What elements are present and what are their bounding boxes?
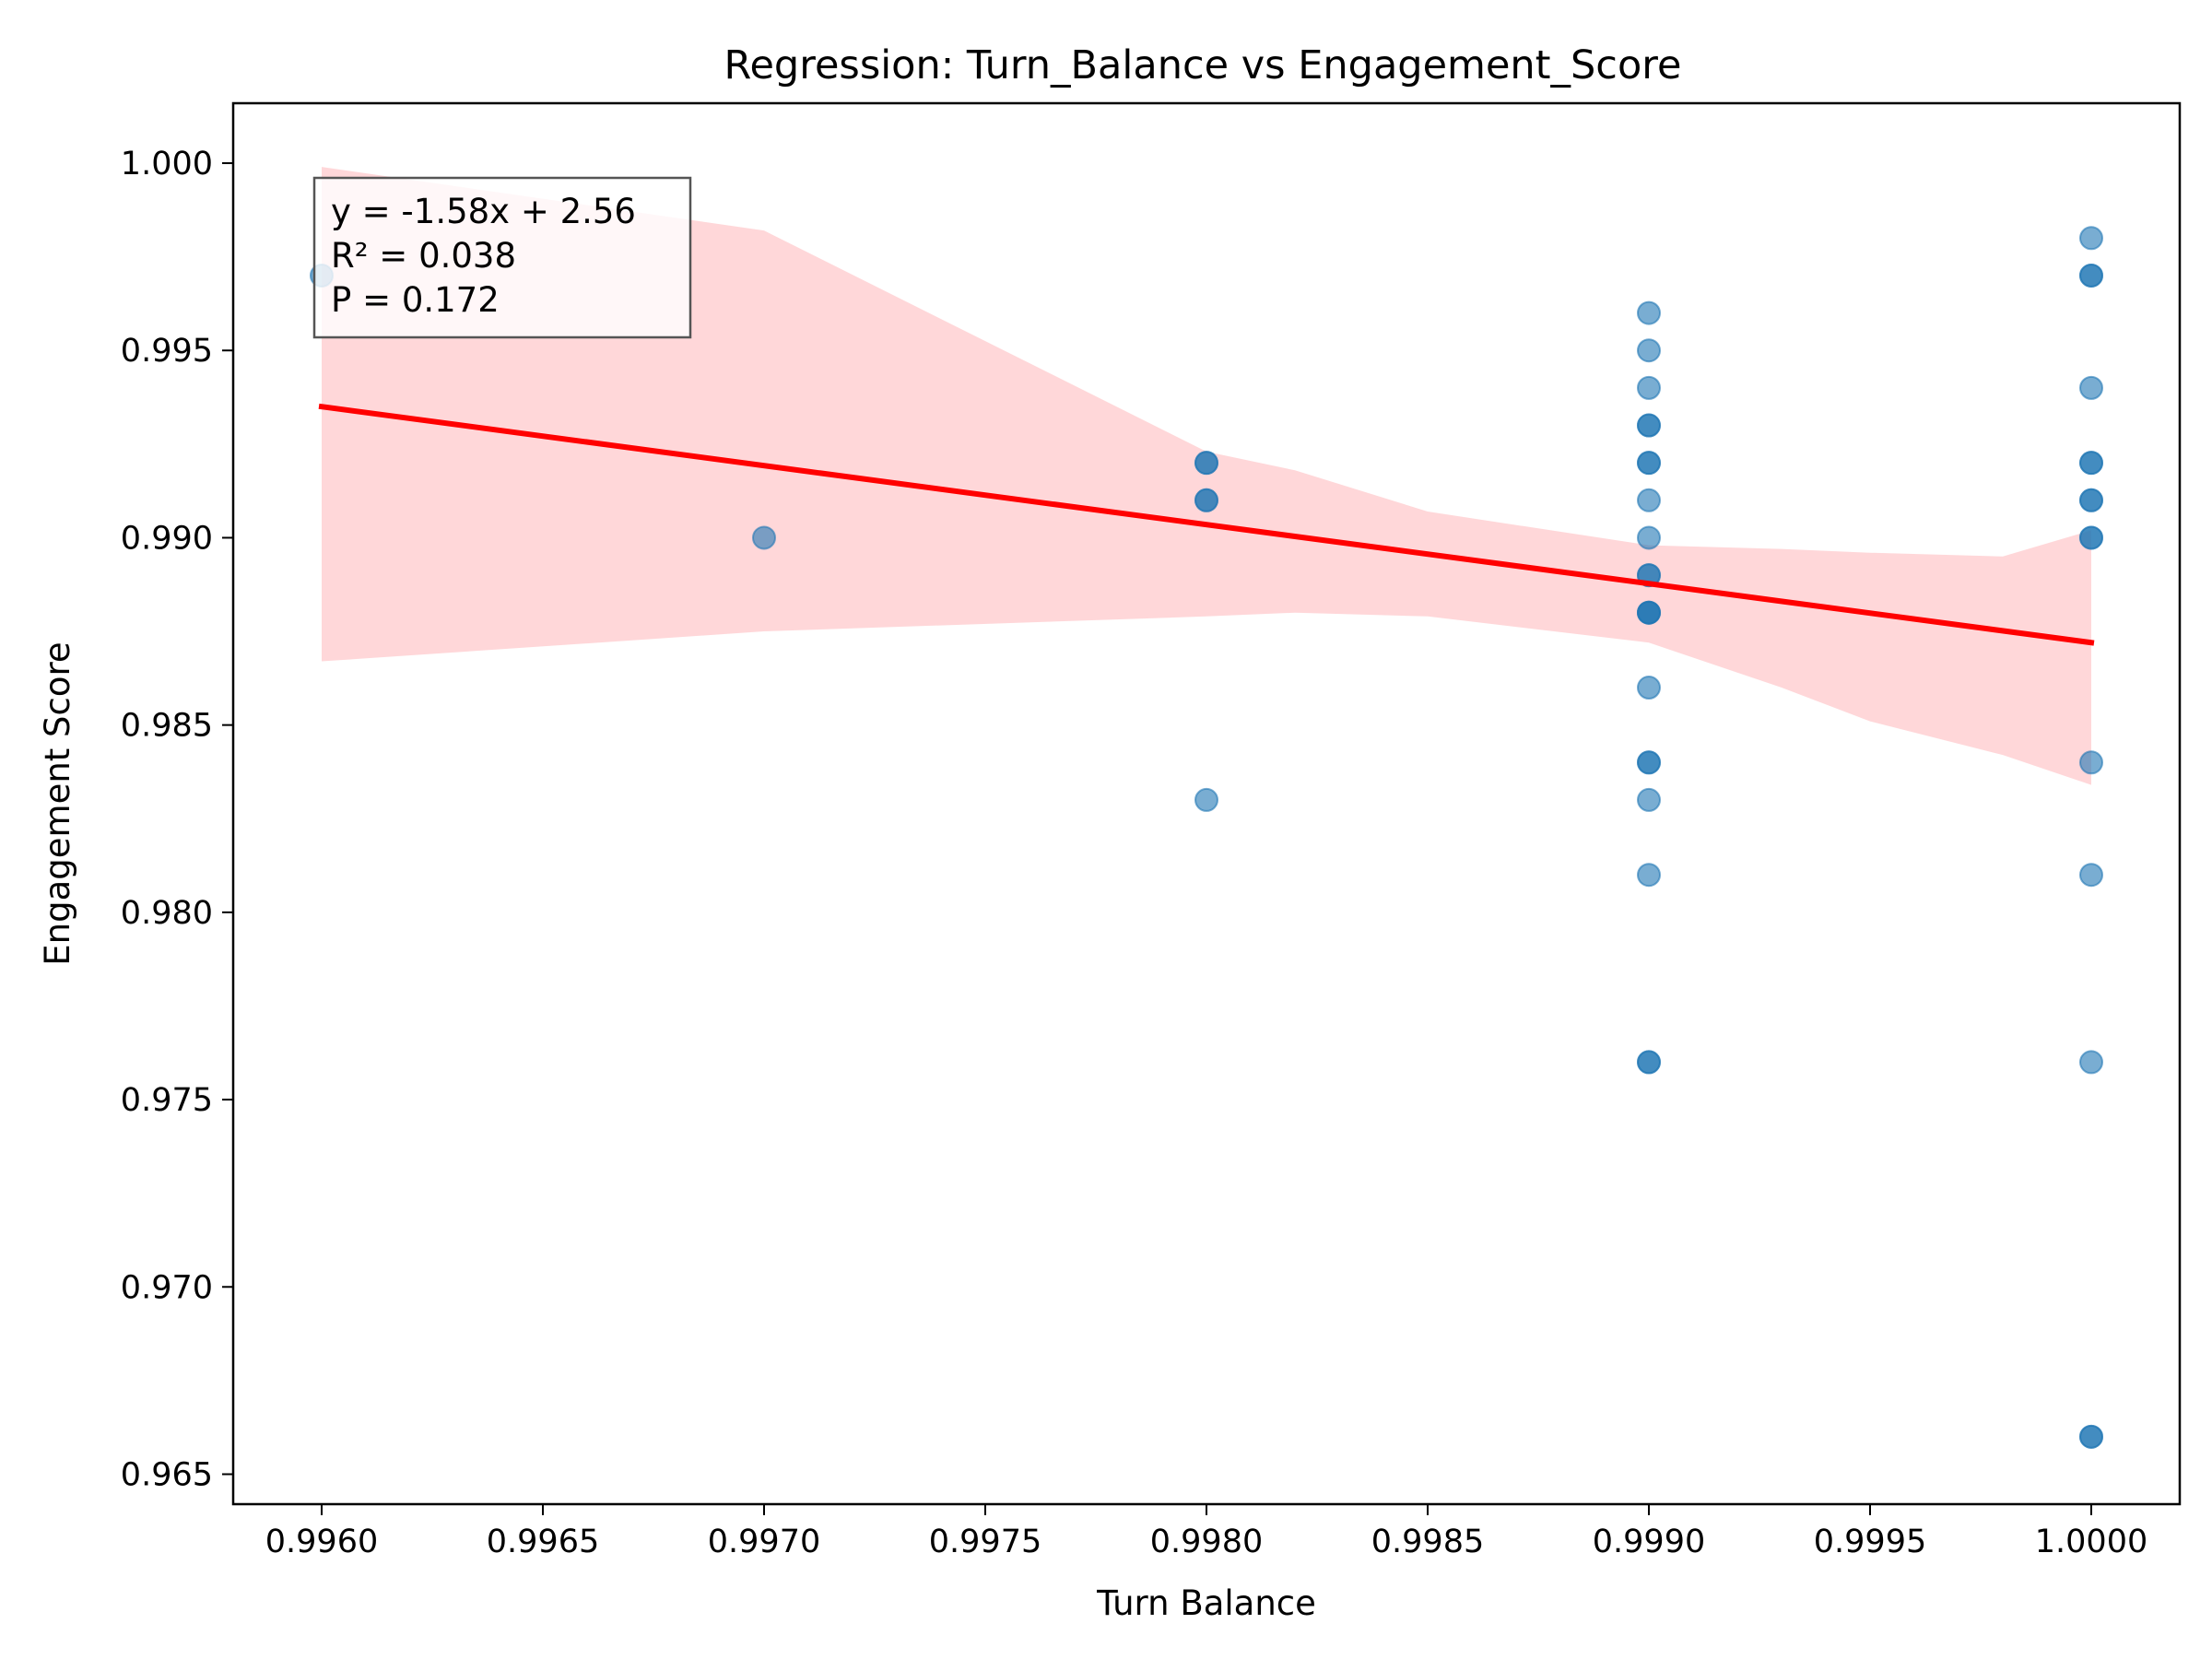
scatter-point	[1637, 451, 1661, 476]
scatter-point	[1637, 676, 1661, 700]
scatter-point	[1637, 413, 1661, 438]
scatter-point	[1637, 488, 1661, 512]
stats-equation: y = -1.58x + 2.56	[331, 192, 636, 231]
confidence-band	[322, 167, 2091, 785]
scatter-point	[1637, 300, 1661, 325]
x-tick-label: 0.9965	[487, 1524, 599, 1560]
y-axis-label: Engagement Score	[38, 641, 77, 965]
scatter-point	[1637, 600, 1661, 625]
scatter-point	[1637, 525, 1661, 550]
scatter-point	[1194, 451, 1218, 476]
y-tick-label: 0.990	[121, 520, 213, 557]
scatter-point	[1637, 863, 1661, 888]
scatter-point	[1637, 338, 1661, 363]
scatter-point	[2079, 451, 2103, 476]
y-tick-label: 0.975	[121, 1082, 213, 1119]
scatter-point	[2079, 863, 2103, 888]
stats-p-value: P = 0.172	[331, 280, 500, 320]
scatter-point	[1637, 1050, 1661, 1075]
scatter-point	[2079, 263, 2103, 288]
regression-line	[318, 403, 2095, 646]
stats-r-squared: R² = 0.038	[331, 236, 516, 276]
scatter-point	[1194, 488, 1218, 512]
scatter-point	[1637, 375, 1661, 400]
scatter-point	[1637, 750, 1661, 775]
x-tick-label: 0.9985	[1371, 1524, 1484, 1560]
x-tick-label: 0.9970	[708, 1524, 820, 1560]
x-axis-label: Turn Balance	[1096, 1583, 1316, 1623]
y-tick-label: 0.995	[121, 333, 213, 370]
scatter-point	[752, 525, 776, 550]
y-axis: 0.965 0.970 0.975 0.980 0.985 0.990 0.995 1.000	[121, 146, 233, 1493]
y-tick-label: 0.980	[121, 895, 213, 932]
scatter-point	[2079, 1424, 2103, 1449]
y-tick-label: 0.985	[121, 708, 213, 745]
scatter-point	[1637, 787, 1661, 812]
x-tick-label: 1.0000	[2035, 1524, 2147, 1560]
scatter-point	[2079, 1050, 2103, 1075]
x-tick-label: 0.9975	[929, 1524, 1041, 1560]
x-axis: 0.9960 0.9965 0.9970 0.9975 0.9980 0.9985 0.99…	[265, 1504, 2147, 1560]
plot-area	[310, 167, 2103, 1449]
y-tick-label: 1.000	[121, 146, 213, 182]
stats-annotation: y = -1.58x + 2.56 R² = 0.038 P = 0.172	[312, 176, 692, 339]
scatter-point	[2079, 226, 2103, 251]
scatter-point	[2079, 525, 2103, 550]
stats-box	[312, 176, 692, 339]
x-tick-label: 0.9960	[265, 1524, 378, 1560]
y-tick-label: 0.965	[121, 1456, 213, 1493]
scatter-point	[2079, 375, 2103, 400]
scatter-point	[2079, 750, 2103, 775]
x-tick-label: 0.9980	[1150, 1524, 1263, 1560]
y-tick-label: 0.970	[121, 1269, 213, 1306]
x-tick-label: 0.9990	[1593, 1524, 1705, 1560]
chart-title: Regression: Turn_Balance vs Engagement_S…	[724, 42, 1682, 88]
x-tick-label: 0.9995	[1814, 1524, 1926, 1560]
scatter-point	[2079, 488, 2103, 512]
scatter-point	[1194, 787, 1218, 812]
